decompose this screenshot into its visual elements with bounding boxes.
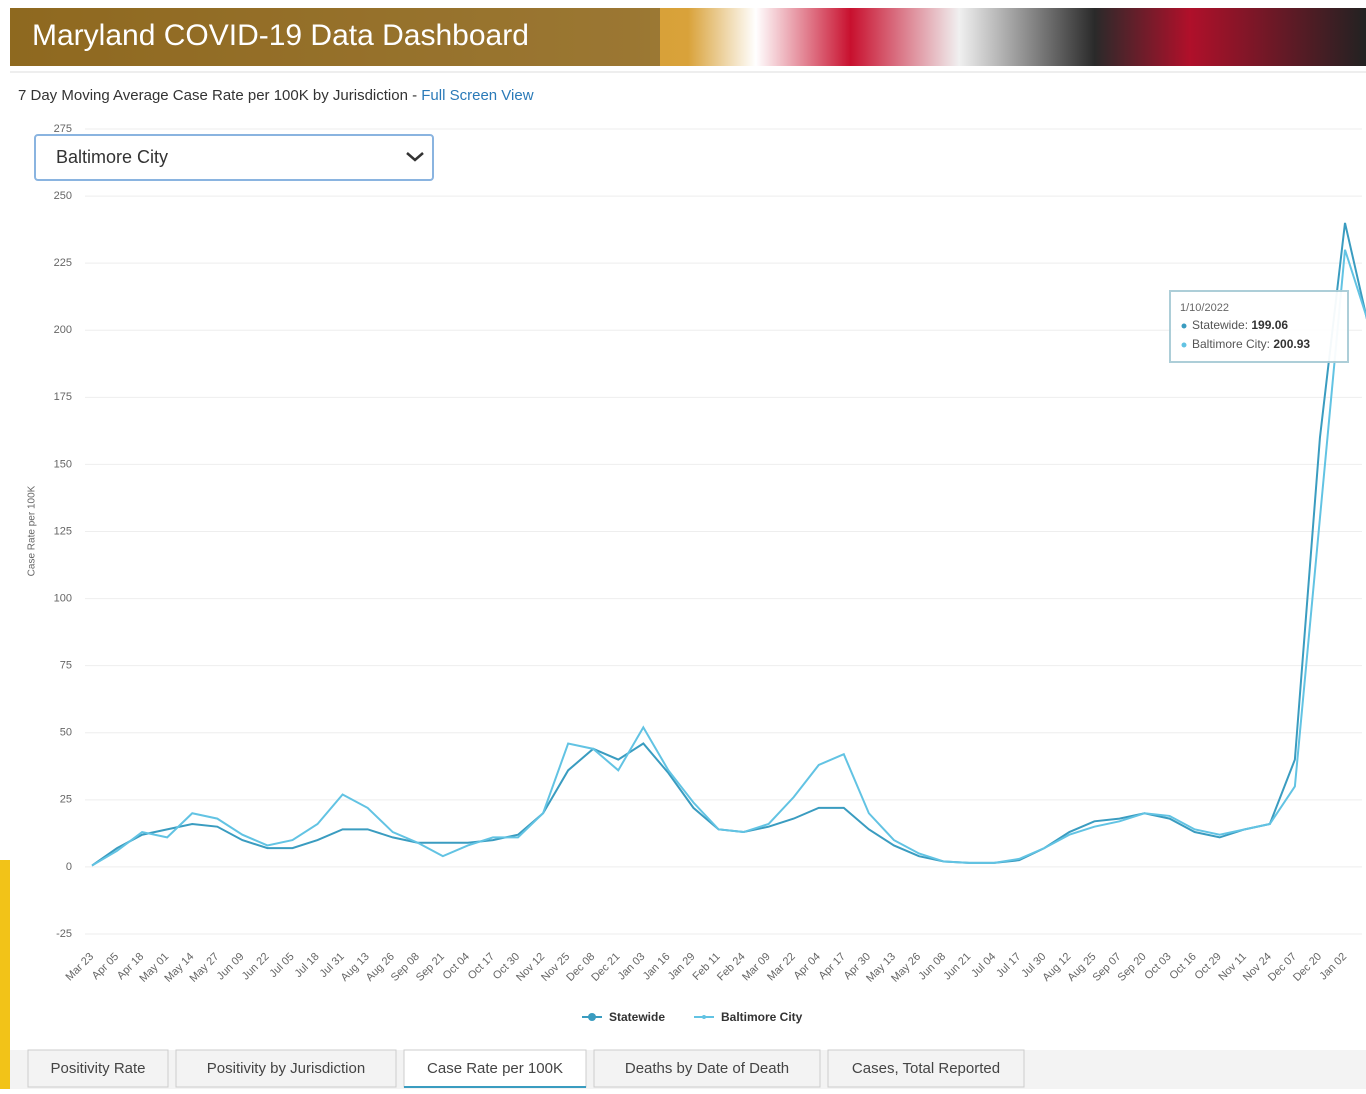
tooltip-label: Statewide: xyxy=(1192,318,1251,332)
subtitle: 7 Day Moving Average Case Rate per 100K … xyxy=(18,87,534,104)
tooltip-row: Baltimore City: 200.93 xyxy=(1192,337,1310,351)
y-tick-label: 0 xyxy=(66,861,72,873)
full-screen-link[interactable]: Full Screen View xyxy=(421,87,533,104)
y-tick-label: 225 xyxy=(54,257,72,269)
y-tick-label: -25 xyxy=(56,928,72,940)
x-tick-label: Jun 08 xyxy=(916,951,948,983)
dropdown-arrow[interactable] xyxy=(406,152,424,162)
tab[interactable] xyxy=(593,1049,821,1088)
x-tick-label: Mar 22 xyxy=(765,951,798,984)
tooltip-box xyxy=(1169,290,1349,363)
tab-label[interactable]: Positivity by Jurisdiction xyxy=(207,1060,365,1077)
y-tick-label: 25 xyxy=(60,794,72,806)
x-tick-label: Apr 17 xyxy=(817,951,848,982)
tab-label[interactable]: Positivity Rate xyxy=(50,1060,145,1077)
tooltip-label: Baltimore City: xyxy=(1192,337,1273,351)
tooltip: 1/10/2022 Statewide: 199.06 Baltimore City… xyxy=(1169,290,1349,363)
y-tick-label: 125 xyxy=(54,525,72,537)
y-tick-label: 50 xyxy=(60,727,72,739)
legend-marker xyxy=(702,1015,706,1019)
dropdown-value[interactable]: Baltimore City xyxy=(56,147,168,167)
x-tick-label: Jul 18 xyxy=(292,951,321,980)
x-tick-label: Sep 20 xyxy=(1116,951,1149,984)
x-tick-label: Apr 04 xyxy=(792,951,823,982)
x-tick-label: Dec 21 xyxy=(589,951,622,984)
y-tick-label: 250 xyxy=(54,190,72,202)
x-tick-label: Mar 23 xyxy=(63,951,96,984)
x-tick-label: Jan 03 xyxy=(616,951,648,983)
x-tick-label: Jan 02 xyxy=(1317,951,1349,983)
legend-label[interactable]: Statewide xyxy=(609,1010,665,1024)
tooltip-value: 200.93 xyxy=(1273,337,1310,351)
legend: Statewide Baltimore City xyxy=(582,1010,803,1024)
subtitle-text: 7 Day Moving Average Case Rate per 100K … xyxy=(18,87,421,104)
tab-bar: Positivity Rate Positivity by Jurisdictio… xyxy=(10,1049,1366,1089)
x-tick-label: Oct 17 xyxy=(466,951,497,982)
y-tick-label: 275 xyxy=(54,123,72,135)
y-tick-label: 200 xyxy=(54,324,72,336)
y-tick-label: 75 xyxy=(60,660,72,672)
tab[interactable] xyxy=(27,1049,169,1088)
x-tick-label: Apr 05 xyxy=(90,951,121,982)
x-tick-label: Jul 04 xyxy=(969,951,998,980)
x-tick-label: Oct 03 xyxy=(1142,951,1173,982)
x-tick-label: Oct 16 xyxy=(1167,951,1198,982)
y-tick-label: 150 xyxy=(54,458,72,470)
tab-label[interactable]: Cases, Total Reported xyxy=(852,1060,1000,1077)
header-title: Maryland COVID-19 Data Dashboard xyxy=(32,19,529,52)
tab-label[interactable]: Deaths by Date of Death xyxy=(625,1060,789,1077)
x-tick-label: Oct 04 xyxy=(441,951,472,982)
x-tick-label: Sep 21 xyxy=(414,951,447,984)
x-tick-label: Jul 17 xyxy=(994,951,1023,980)
legend-label[interactable]: Baltimore City xyxy=(721,1010,803,1024)
tab[interactable] xyxy=(827,1049,1025,1088)
x-tick-label: Jun 22 xyxy=(240,951,272,983)
x-tick-label: Jun 09 xyxy=(215,951,247,983)
tooltip-dot xyxy=(1181,323,1187,329)
x-tick-label: Jul 05 xyxy=(267,951,296,980)
tooltip-row: Statewide: 199.06 xyxy=(1192,318,1288,332)
tooltip-title: 1/10/2022 xyxy=(1180,302,1229,314)
y-tick-label: 175 xyxy=(54,391,72,403)
header-shade xyxy=(10,8,660,66)
legend-marker xyxy=(588,1013,596,1021)
side-accent xyxy=(0,860,10,1089)
header-banner xyxy=(10,8,1366,66)
dropdown[interactable]: Baltimore City xyxy=(34,134,434,181)
x-tick-label: Jan 16 xyxy=(641,951,673,983)
dropdown-box[interactable] xyxy=(34,134,434,181)
tooltip-dot xyxy=(1181,342,1187,348)
tooltip-value: 199.06 xyxy=(1251,318,1288,332)
tab-label[interactable]: Case Rate per 100K xyxy=(427,1060,563,1077)
x-tick-label: Jun 21 xyxy=(941,951,973,983)
tab[interactable] xyxy=(175,1049,397,1088)
y-axis-label: Case Rate per 100K xyxy=(27,485,38,576)
chart: -25 0 25 50 75 100 125 150 175 200 225 250 275 Case R… xyxy=(27,123,1366,1024)
series-line xyxy=(91,249,1366,867)
y-tick-label: 100 xyxy=(54,592,72,604)
x-tick-label: Dec 20 xyxy=(1291,951,1324,984)
